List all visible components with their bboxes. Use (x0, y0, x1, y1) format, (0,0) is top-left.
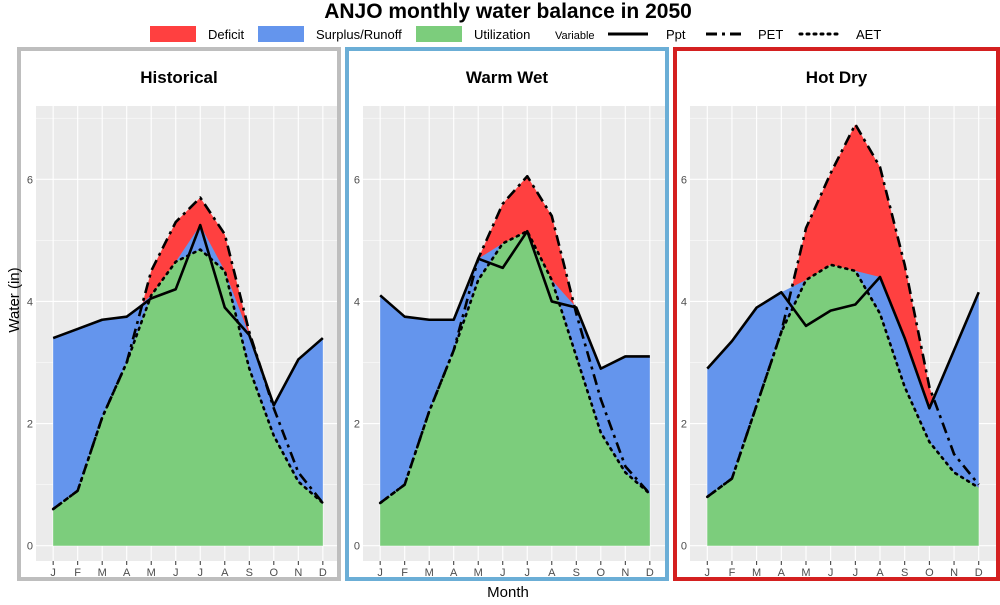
panel-frame (17, 47, 341, 581)
surplus-area (707, 264, 979, 497)
x-tick-label: N (621, 567, 629, 579)
line-aet (705, 263, 981, 499)
x-tick-label: F (74, 567, 81, 579)
x-tick-label: O (925, 567, 934, 579)
y-tick-label: 6 (354, 174, 360, 186)
x-tick-label: M (752, 567, 761, 579)
y-tick-label: 6 (27, 174, 33, 186)
x-tick-label: J (525, 567, 531, 579)
line-ppt (706, 275, 980, 410)
utilization-area (53, 249, 323, 546)
x-tick-label: D (646, 567, 654, 579)
legend: Deficit Surplus/Runoff Utilization Variable… (150, 26, 881, 42)
legend-label: Utilization (474, 27, 530, 42)
y-axis-title: Water (in) (6, 267, 23, 332)
x-tick-label: M (801, 567, 810, 579)
legend-label: Deficit (208, 27, 245, 42)
panels: 0 2 4 6 J F M A M J J A S O N D Historical 0 2 4 6 J F M A M J J A S O… (17, 47, 1000, 581)
x-tick-label: S (246, 567, 253, 579)
legend-label: PET (758, 27, 783, 42)
x-tick-label: F (729, 567, 736, 579)
x-tick-label: J (50, 567, 56, 579)
legend-swatch (258, 26, 304, 42)
x-tick-label: J (705, 567, 711, 579)
x-tick-label: S (901, 567, 908, 579)
x-tick-label: F (401, 567, 408, 579)
x-tick-label: J (500, 567, 506, 579)
legend-label: Surplus/Runoff (316, 27, 402, 42)
panel-frame (673, 47, 1000, 581)
x-tick-label: D (975, 567, 983, 579)
x-tick-label: N (294, 567, 302, 579)
x-tick-label: S (573, 567, 580, 579)
y-tick-label: 4 (681, 296, 687, 308)
panel-title: Warm Wet (466, 68, 549, 87)
x-tick-label: A (876, 567, 884, 579)
line-ppt (379, 229, 650, 370)
y-tick-label: 4 (354, 296, 360, 308)
x-tick-label: A (123, 567, 131, 579)
y-tick-label: 2 (354, 419, 360, 431)
panel-frame (345, 47, 669, 581)
utilization-area (380, 231, 650, 546)
legend-label: Ppt (666, 27, 686, 42)
x-tick-label: A (450, 567, 458, 579)
x-tick-label: J (198, 567, 204, 579)
x-tick-label: J (377, 567, 383, 579)
x-tick-label: O (597, 567, 606, 579)
surplus-area (380, 231, 650, 503)
line-ppt (52, 223, 324, 407)
x-tick-label: M (98, 567, 107, 579)
x-tick-label: M (474, 567, 483, 579)
x-tick-label: J (173, 567, 179, 579)
y-tick-label: 0 (354, 541, 360, 553)
x-axis-title: Month (487, 584, 529, 600)
x-tick-label: N (950, 567, 958, 579)
x-tick-label: A (778, 567, 786, 579)
y-tick-label: 0 (681, 541, 687, 553)
utilization-area (707, 264, 979, 546)
y-tick-label: 2 (27, 419, 33, 431)
x-tick-label: D (319, 567, 327, 579)
x-tick-label: M (147, 567, 156, 579)
x-tick-label: O (270, 567, 279, 579)
y-tick-label: 6 (681, 174, 687, 186)
legend-title: Variable (555, 30, 595, 42)
x-tick-label: J (828, 567, 834, 579)
panel-hot-dry: 0 2 4 6 J F M A M J J A S O N D Hot Dry (673, 47, 1000, 581)
x-tick-label: A (221, 567, 229, 579)
x-tick-label: M (425, 567, 434, 579)
y-tick-label: 2 (681, 419, 687, 431)
y-tick-label: 4 (27, 296, 33, 308)
panel-warm-wet: 0 2 4 6 J F M A M J J A S O N D Warm Wet (345, 47, 669, 581)
legend-swatch (150, 26, 196, 42)
legend-label: AET (856, 27, 881, 42)
panel-title: Historical (140, 68, 217, 87)
x-tick-label: J (853, 567, 859, 579)
legend-swatch (416, 26, 462, 42)
panel-title: Hot Dry (806, 68, 868, 87)
x-tick-label: A (548, 567, 556, 579)
panel-historical: 0 2 4 6 J F M A M J J A S O N D Historical (17, 47, 341, 581)
y-tick-label: 0 (27, 541, 33, 553)
chart-title: ANJO monthly water balance in 2050 (324, 0, 692, 23)
